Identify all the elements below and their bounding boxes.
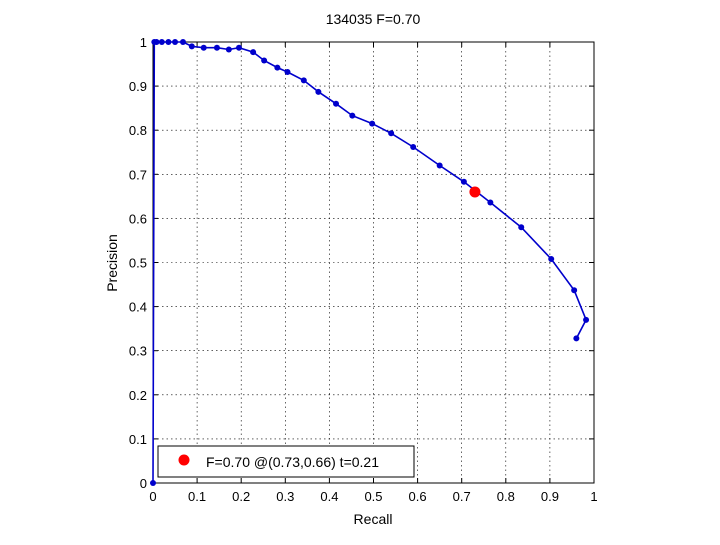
data-point [284, 68, 291, 75]
data-point [333, 100, 340, 107]
data-point [235, 44, 242, 51]
series [150, 39, 590, 486]
y-tick-label: 0.7 [129, 167, 147, 182]
data-point [369, 120, 376, 127]
x-axis-label: Recall [354, 511, 393, 527]
y-tick-label: 0.3 [129, 344, 147, 359]
y-tick-label: 0.6 [129, 211, 147, 226]
data-point [460, 178, 467, 185]
data-point [274, 64, 281, 71]
data-point [315, 88, 322, 95]
legend-label: F=0.70 @(0.73,0.66) t=0.21 [206, 454, 379, 470]
y-tick-label: 0.2 [129, 388, 147, 403]
data-point [172, 39, 179, 45]
data-point [150, 480, 156, 486]
y-tick-label: 1 [140, 35, 147, 50]
legend-box [157, 445, 415, 478]
data-point [300, 77, 307, 84]
legend-marker [178, 454, 190, 466]
x-tick-label: 0.9 [541, 489, 559, 504]
y-tick-label: 0.9 [129, 79, 147, 94]
y-tick-label: 0.8 [129, 123, 147, 138]
y-tick-label: 0.4 [129, 300, 147, 315]
x-tick-label: 0.6 [409, 489, 427, 504]
data-point [261, 57, 268, 64]
data-point [548, 255, 555, 262]
y-tick-label: 0 [140, 476, 147, 491]
x-tick-label: 1 [590, 489, 597, 504]
data-point [165, 39, 172, 45]
data-point [349, 112, 356, 119]
x-tick-label: 0.7 [453, 489, 471, 504]
data-point [388, 130, 395, 137]
data-point [436, 162, 443, 169]
data-point [153, 39, 160, 45]
data-point [583, 316, 590, 323]
x-tick-label: 0.1 [188, 489, 206, 504]
best-f-point [469, 186, 481, 198]
y-tick-label: 0.1 [129, 432, 147, 447]
data-point [410, 143, 417, 150]
data-point [250, 49, 257, 56]
data-point [200, 44, 207, 51]
data-point [573, 335, 580, 342]
x-tick-label: 0.3 [276, 489, 294, 504]
data-point [225, 46, 232, 53]
legend: F=0.70 @(0.73,0.66) t=0.21 [157, 445, 415, 478]
x-tick-label: 0.2 [232, 489, 250, 504]
x-tick-label: 0.8 [497, 489, 515, 504]
ticks: 0 0.1 0.2 0.3 0.4 0.5 0.6 0.7 0.8 0.9 1 0 0.1 0.2 0.3 0… [129, 35, 598, 504]
data-point [158, 39, 165, 45]
x-tick-label: 0.4 [320, 489, 338, 504]
data-point [188, 43, 195, 50]
y-tick-label: 0.5 [129, 256, 147, 271]
data-point [571, 287, 578, 294]
data-point [179, 39, 186, 45]
data-point [487, 199, 494, 206]
chart-title: 134035 F=0.70 [326, 11, 421, 27]
grid [153, 42, 594, 483]
x-tick-label: 0.5 [364, 489, 382, 504]
x-tick-label: 0 [149, 489, 156, 504]
y-axis-label: Precision [104, 234, 120, 292]
data-point [518, 224, 525, 231]
data-point [213, 44, 220, 51]
